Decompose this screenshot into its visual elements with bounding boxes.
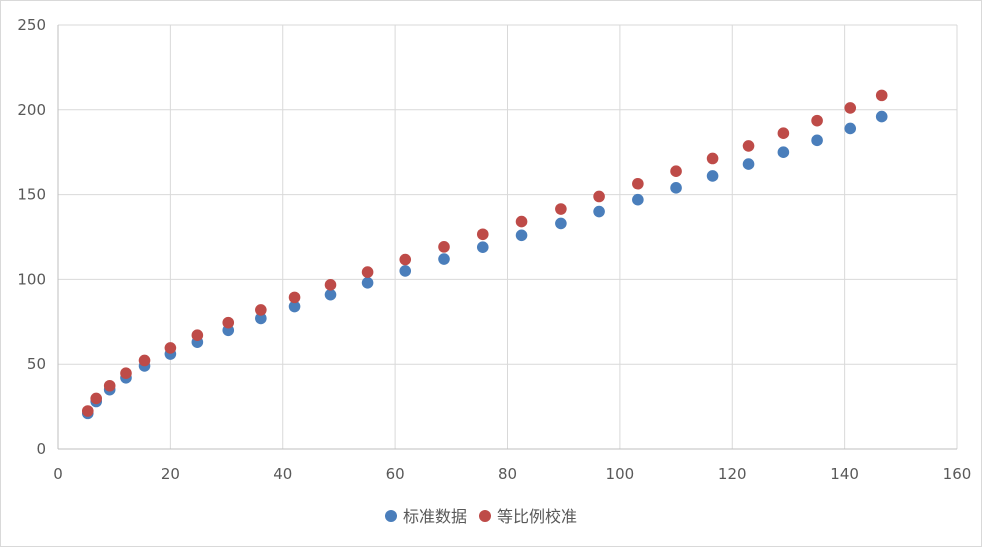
y-tick-label: 50 bbox=[27, 355, 46, 373]
series-2-point bbox=[593, 190, 605, 203]
series-1-point bbox=[255, 312, 267, 325]
series-2-point bbox=[742, 140, 755, 152]
series-2-point bbox=[164, 342, 177, 354]
series-1-point bbox=[324, 288, 337, 301]
series-2-point bbox=[670, 165, 682, 177]
legend-label-2: 等比例校准 bbox=[497, 507, 577, 526]
series-2-point bbox=[361, 266, 374, 278]
series-2-point bbox=[438, 241, 450, 253]
series-1-point bbox=[811, 134, 823, 147]
x-tick-label: 20 bbox=[161, 465, 180, 483]
series-2-point bbox=[844, 102, 857, 114]
series-1-point bbox=[361, 276, 374, 289]
x-tick-label: 80 bbox=[498, 465, 517, 483]
x-tick-label: 40 bbox=[273, 465, 292, 483]
series-2-point bbox=[811, 114, 823, 127]
y-tick-label: 200 bbox=[17, 101, 46, 119]
y-tick-label: 150 bbox=[17, 186, 46, 204]
x-tick-label: 60 bbox=[386, 465, 405, 483]
legend-marker-1 bbox=[385, 510, 397, 522]
series-2-point bbox=[222, 316, 235, 329]
series-1-point bbox=[670, 182, 682, 194]
series-2-point bbox=[255, 304, 267, 316]
x-tick-label: 160 bbox=[943, 465, 972, 483]
series-2-point bbox=[81, 405, 94, 417]
series-2-point bbox=[103, 379, 116, 392]
series-2-point bbox=[138, 354, 151, 367]
y-tick-label: 0 bbox=[36, 440, 46, 458]
series-1-point bbox=[632, 193, 644, 206]
series-1-point bbox=[742, 158, 755, 170]
series-1-point bbox=[476, 241, 489, 253]
series-2-point bbox=[399, 253, 412, 266]
x-tick-label: 120 bbox=[718, 465, 747, 483]
series-2-point bbox=[191, 329, 204, 341]
series-2-point bbox=[288, 291, 301, 304]
series-1-point bbox=[844, 122, 857, 135]
series-2-point bbox=[515, 215, 528, 228]
series-2-point bbox=[90, 392, 103, 405]
y-tick-label: 250 bbox=[17, 16, 46, 34]
legend-label-1: 标准数据 bbox=[403, 507, 467, 526]
series-2-point bbox=[706, 152, 719, 165]
series-2-point bbox=[555, 203, 567, 215]
series-2-point bbox=[120, 367, 132, 379]
legend-marker-2 bbox=[479, 510, 491, 522]
x-tick-label: 100 bbox=[606, 465, 635, 483]
x-tick-label: 0 bbox=[53, 465, 63, 483]
series-1-point bbox=[288, 300, 301, 313]
series-2-point bbox=[632, 177, 644, 190]
series-2-point bbox=[324, 279, 337, 291]
y-tick-label: 100 bbox=[17, 270, 46, 288]
series-1-point bbox=[706, 170, 719, 182]
series-1-point bbox=[515, 229, 528, 242]
x-tick-label: 140 bbox=[830, 465, 859, 483]
series-1-point bbox=[875, 110, 888, 123]
series-1-point bbox=[555, 217, 567, 230]
series-2-point bbox=[777, 127, 790, 140]
series-1-point bbox=[777, 146, 790, 158]
series-1-point bbox=[438, 253, 450, 265]
series-1-point bbox=[593, 205, 605, 218]
series-2-point bbox=[476, 228, 489, 241]
series-1-point bbox=[399, 265, 412, 277]
series-2-point bbox=[875, 89, 888, 102]
